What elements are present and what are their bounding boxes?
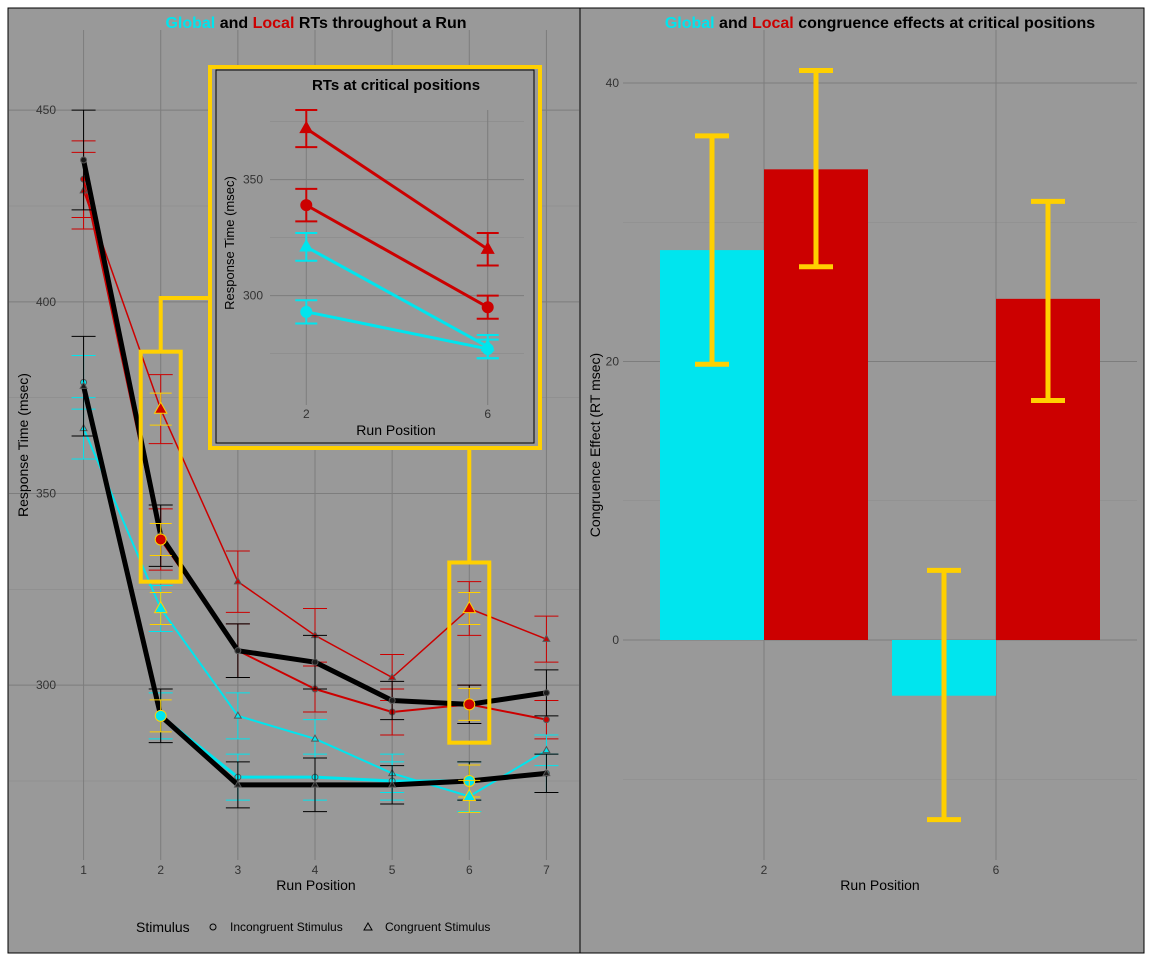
data-point	[234, 647, 242, 655]
inset-inner-frame	[215, 69, 535, 444]
y-tick-label: 350	[36, 487, 56, 501]
title-part-0: Global	[665, 15, 715, 32]
highlighted-point	[154, 533, 167, 546]
data-point	[310, 734, 320, 742]
x-tick-label: 6	[466, 863, 473, 877]
legend-label-incongruent: Incongruent Stimulus	[230, 920, 343, 934]
data-point	[542, 745, 551, 754]
data-point	[233, 711, 243, 719]
right-panel: 0 20 40 2 6 Global and Local congruence effe…	[579, 7, 1145, 954]
inset-data-point	[299, 238, 314, 252]
left-chart-axes: 300 350 400 450 1 2 3 4 5 6 7	[36, 103, 550, 877]
data-point	[387, 780, 397, 788]
x-tick-label: 2	[157, 863, 164, 877]
inset-y-tick-label: 300	[243, 289, 263, 303]
data-point	[542, 716, 550, 724]
inset-chart-series	[295, 109, 499, 360]
inset-data-point	[300, 199, 313, 212]
data-point	[80, 156, 88, 164]
left-chart-title: Global and Local RTs throughout a Run	[165, 15, 466, 32]
inset-series-line	[305, 203, 489, 309]
highlighted-point	[463, 698, 476, 711]
inset-series-line	[305, 245, 489, 348]
title-part-1: and	[715, 15, 752, 32]
inset-chart-axes: 300 350 2 6	[243, 173, 491, 421]
right-y-tick-label: 0	[612, 633, 619, 647]
title-part-1: and	[215, 15, 252, 32]
data-point	[542, 689, 550, 697]
title-part-3: congruence effects at critical positions	[794, 15, 1096, 32]
left-chart-ylabel: Response Time (msec)	[15, 373, 31, 517]
right-y-tick-label: 40	[606, 76, 620, 90]
inset-chart-ylabel: Response Time (msec)	[222, 176, 237, 310]
inset-data-point	[299, 120, 314, 134]
highlighted-point	[154, 709, 167, 722]
right-y-tick-label: 20	[606, 355, 620, 369]
highlighted-point	[153, 401, 168, 414]
inset-series-local-congruent	[295, 109, 499, 267]
inset-series-line	[305, 127, 489, 251]
legend-triangle-symbol	[363, 921, 373, 931]
x-tick-label: 3	[235, 863, 242, 877]
title-part-0: Global	[165, 15, 215, 32]
right-chart-title: Global and Local congruence effects at c…	[665, 15, 1095, 32]
data-point	[79, 381, 88, 389]
inset-chart-title: RTs at critical positions	[312, 77, 480, 94]
title-part-2: Local	[752, 15, 794, 32]
x-tick-label: 4	[312, 863, 319, 877]
inset-chart-xlabel: Run Position	[356, 422, 435, 438]
x-tick-label: 7	[543, 863, 550, 877]
highlighted-point	[462, 788, 477, 801]
inset-data-point	[300, 305, 313, 318]
y-tick-label: 300	[36, 678, 56, 692]
left-chart-highlights	[138, 296, 492, 745]
x-tick-label: 5	[389, 863, 396, 877]
inset-panel: 300 350 2 6 RTs at critical positions Run P…	[208, 65, 542, 450]
right-chart-bars	[660, 67, 1100, 823]
data-point	[233, 780, 243, 788]
x-tick-label: 1	[80, 863, 87, 877]
title-part-3: RTs throughout a Run	[294, 15, 466, 32]
data-point	[387, 672, 397, 681]
right-x-tick-label: 2	[761, 863, 768, 877]
right-x-tick-label: 6	[993, 863, 1000, 877]
legend-label-congruent: Congruent Stimulus	[385, 920, 490, 934]
data-point	[542, 634, 551, 642]
data-point	[310, 780, 320, 788]
inset-y-tick-label: 350	[243, 173, 263, 187]
data-point	[542, 768, 551, 777]
inset-data-point	[481, 301, 494, 314]
y-tick-label: 400	[36, 295, 56, 309]
inset-series-local-incongruent	[295, 187, 499, 320]
inset-series-global-incongruent	[295, 299, 499, 360]
inset-x-tick-label: 6	[484, 407, 491, 421]
inset-series-line	[305, 310, 489, 351]
right-chart-axes: 0 20 40 2 6	[606, 76, 1000, 877]
legend: Stimulus Incongruent Stimulus Congruent …	[136, 919, 490, 935]
right-chart-xlabel: Run Position	[840, 877, 919, 893]
inset-data-point	[481, 342, 494, 355]
data-point	[311, 658, 319, 666]
highlighted-point	[462, 600, 477, 614]
inset-data-point	[480, 241, 495, 254]
y-tick-label: 450	[36, 103, 56, 117]
highlighted-point	[153, 600, 168, 614]
data-point	[233, 576, 243, 585]
data-point	[388, 697, 396, 704]
inset-x-tick-label: 2	[303, 407, 310, 421]
highlight-connector-2	[158, 296, 212, 352]
legend-title: Stimulus	[136, 919, 190, 935]
title-part-2: Local	[253, 15, 295, 32]
right-chart-ylabel: Congruence Effect (RT msec)	[587, 353, 603, 537]
left-chart-xlabel: Run Position	[276, 877, 355, 893]
legend-circle-symbol	[209, 923, 217, 931]
